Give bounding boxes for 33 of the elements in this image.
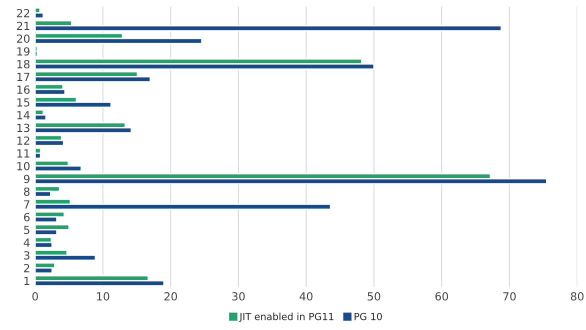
- y-tick-label: 9: [24, 174, 30, 184]
- y-tick-label: 3: [24, 251, 30, 260]
- x-tick-label: 50: [368, 292, 380, 301]
- x-tick-label: 70: [503, 292, 516, 301]
- y-tick-label: 22: [16, 8, 30, 18]
- y-tick-label: 10: [17, 162, 30, 170]
- y-tick-label: 4: [24, 238, 30, 247]
- y-tick-label: 19: [17, 47, 30, 56]
- y-tick-label: 2: [24, 264, 30, 272]
- y-tick-label: 7: [24, 200, 30, 208]
- y-tick-label: 8: [24, 187, 30, 196]
- y-tick-label: 17: [17, 72, 30, 81]
- x-tick-label: 80: [570, 292, 584, 301]
- y-tick-label: 12: [17, 136, 30, 145]
- y-tick-label: 11: [17, 149, 30, 158]
- y-tick-label: 14: [17, 111, 30, 120]
- x-tick-label: 60: [435, 292, 448, 301]
- y-tick-label: 21: [16, 22, 30, 30]
- y-tick-label: 16: [17, 85, 30, 94]
- x-tick-label: 10: [97, 292, 110, 301]
- y-tick-label: 13: [17, 124, 30, 132]
- y-tick-label: 6: [24, 212, 30, 222]
- legend-label: PG 10: [354, 312, 382, 320]
- x-tick-label: 0: [32, 292, 38, 301]
- x-tick-label: 20: [164, 292, 178, 301]
- y-tick-label: 18: [17, 60, 30, 68]
- legend-label: JIT enabled in PG11: [239, 312, 334, 322]
- y-tick-label: 15: [17, 98, 30, 107]
- y-tick-label: 1: [24, 276, 30, 285]
- y-tick-label: 5: [24, 226, 30, 234]
- y-tick-label: 20: [16, 34, 30, 43]
- x-tick-label: 30: [232, 292, 245, 301]
- x-tick-label: 40: [300, 292, 313, 301]
